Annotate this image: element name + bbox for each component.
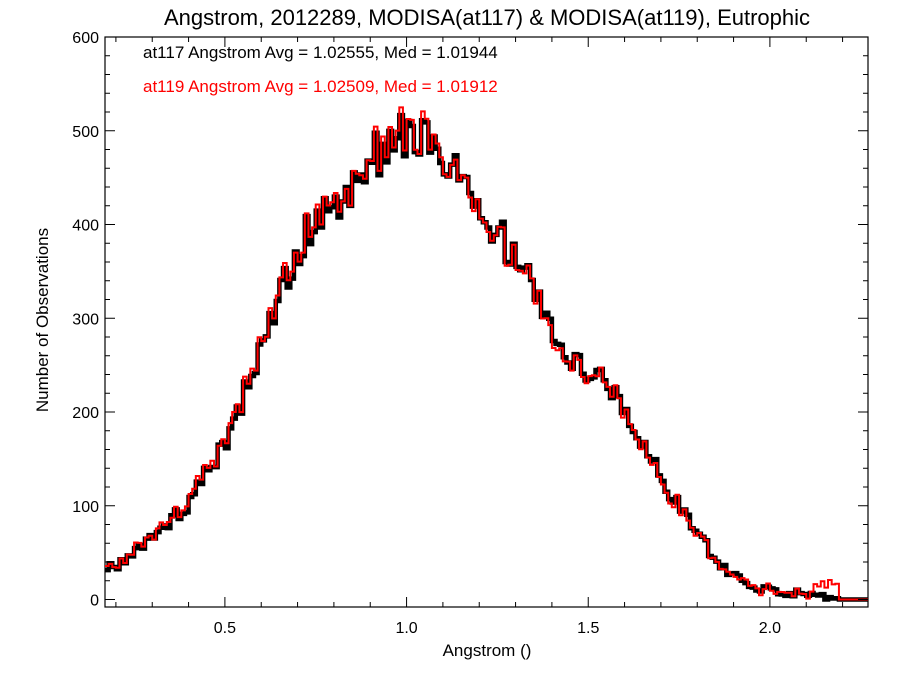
y-tick-label: 500 [72, 124, 99, 141]
chart-title: Angstrom, 2012289, MODISA(at117) & MODIS… [164, 5, 810, 30]
plot-area [104, 36, 869, 608]
x-tick-label: 1.0 [395, 620, 417, 637]
y-tick-label: 600 [72, 30, 99, 47]
series-group [105, 106, 868, 602]
y-tick-label: 400 [72, 218, 99, 235]
y-tick-label: 0 [90, 593, 99, 610]
y-tick-label: 300 [72, 311, 99, 328]
legend-entry-at117: at117 Angstrom Avg = 1.02555, Med = 1.01… [143, 43, 498, 62]
y-tick-label: 100 [72, 499, 99, 516]
legend-entry-at119: at119 Angstrom Avg = 1.02509, Med = 1.01… [143, 77, 498, 96]
y-tick-label: 200 [72, 405, 99, 422]
x-tick-label: 1.5 [577, 620, 599, 637]
x-axis-label: Angstrom () [443, 641, 532, 660]
series-line-at117 [105, 112, 868, 602]
ticks-group: 0.5 1.0 1.5 2.0 0 100 200 300 400 500 600 [72, 30, 868, 637]
x-tick-label: 2.0 [759, 620, 781, 637]
x-tick-label: 0.5 [214, 620, 236, 637]
legend: at117 Angstrom Avg = 1.02555, Med = 1.01… [143, 43, 498, 96]
plot-frame [104, 36, 869, 608]
y-axis-label: Number of Observations [33, 228, 52, 412]
series-line-at119 [105, 106, 868, 601]
